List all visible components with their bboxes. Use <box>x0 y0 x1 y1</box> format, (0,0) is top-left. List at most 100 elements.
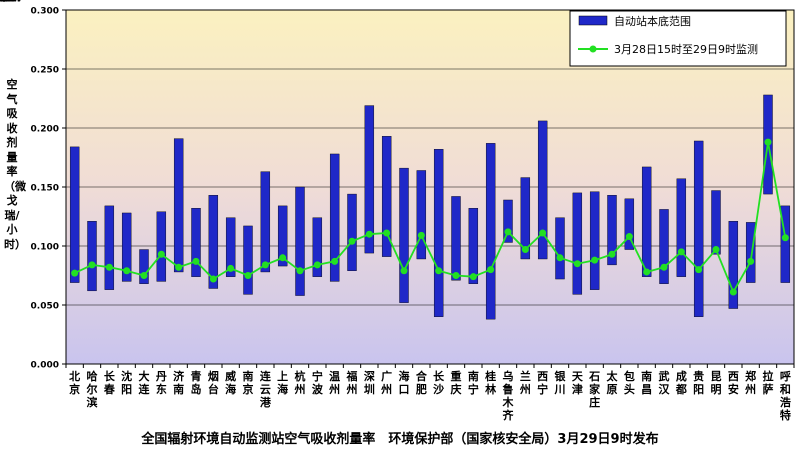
range-bar <box>416 170 427 260</box>
range-bar <box>173 138 184 273</box>
line-point <box>573 260 581 268</box>
range-bar <box>191 208 201 277</box>
range-bar <box>225 217 236 277</box>
range-bar <box>659 209 669 284</box>
y-tick-label: 0.200 <box>31 125 59 135</box>
range-bar <box>87 221 97 292</box>
line-point <box>105 263 113 271</box>
range-bar <box>243 225 253 295</box>
line-point <box>487 266 495 274</box>
line-point <box>469 273 477 281</box>
line-point <box>660 263 668 271</box>
line-point <box>539 229 547 237</box>
line-point <box>88 261 96 269</box>
line-point <box>521 246 529 254</box>
line-point <box>227 264 235 272</box>
legend-bar-swatch <box>578 15 608 26</box>
line-point <box>192 257 200 265</box>
range-bar <box>104 205 115 290</box>
range-bar <box>381 136 392 257</box>
y-axis: 0.000 0.050 0.100 0.150 0.200 0.250 0.300 <box>31 7 66 371</box>
range-bar <box>520 177 531 260</box>
line-point <box>296 267 304 275</box>
line-point <box>244 272 252 279</box>
y-axis-label: 空气吸收剂量率（微戈瑞/小时） <box>4 78 26 251</box>
chart-footer-title: 全国辐射环境自动监测站空气吸收剂量率 环境保护部（国家核安全局）3月29日9时发… <box>141 432 659 447</box>
gridlines <box>66 68 794 306</box>
y-tick-label: 0.300 <box>31 7 59 17</box>
range-bar <box>121 212 132 282</box>
legend-line-label: 3月28日15时至29日9时监测 <box>614 43 758 56</box>
range-bar <box>295 186 305 296</box>
range-bar <box>485 143 496 320</box>
line-point <box>504 228 512 236</box>
range-bar <box>260 171 271 273</box>
y-tick-label: 0.000 <box>31 361 59 371</box>
line-point <box>261 261 269 269</box>
line-point <box>452 272 460 279</box>
line-point <box>556 254 564 262</box>
range-bar <box>399 167 409 303</box>
line-point <box>764 138 772 146</box>
range-bar <box>555 217 565 280</box>
range-bar <box>139 249 149 284</box>
range-bar <box>745 222 756 283</box>
line-point <box>591 256 599 264</box>
range-bar <box>607 195 617 266</box>
range-bar <box>676 178 687 277</box>
line-point <box>729 288 737 296</box>
range-bar <box>468 208 479 284</box>
line-point <box>157 250 165 258</box>
range-bar <box>329 153 340 282</box>
range-bar <box>208 195 219 289</box>
range-bar <box>537 120 548 260</box>
range-bar <box>780 205 791 283</box>
range-bar <box>693 140 704 318</box>
line-point <box>71 269 79 277</box>
y-tick-label: 0.100 <box>31 243 59 253</box>
range-bar <box>451 196 461 281</box>
range-bar <box>589 191 600 290</box>
range-bar <box>156 211 167 282</box>
line-point <box>331 257 339 265</box>
line-point <box>279 254 287 262</box>
range-bar <box>641 166 652 277</box>
range-bar <box>728 221 739 309</box>
line-point <box>625 233 633 241</box>
line-point <box>140 272 148 279</box>
range-bar <box>503 199 513 243</box>
legend-bar-label: 自动站本底范围 <box>614 14 691 28</box>
line-point <box>383 229 391 237</box>
range-bar <box>347 193 357 271</box>
line-point <box>365 230 373 238</box>
range-bar <box>624 198 635 250</box>
line-point <box>608 250 616 258</box>
range-bar <box>364 105 375 254</box>
y-tick-label: 0.050 <box>31 302 59 312</box>
range-bar <box>69 146 80 283</box>
y-tick-label: 0.150 <box>31 184 59 194</box>
y-tick-label: 0.250 <box>31 66 59 76</box>
line-point <box>313 261 321 269</box>
line-point <box>209 275 217 283</box>
legend-line-marker <box>589 45 597 53</box>
line-point <box>435 267 443 275</box>
range-bar <box>711 190 721 255</box>
line-point <box>175 263 183 271</box>
range-bar <box>277 205 288 267</box>
line-point <box>781 234 789 242</box>
line-point <box>400 267 408 275</box>
line-point <box>695 266 703 274</box>
line-point <box>712 246 720 254</box>
range-bar <box>572 192 583 295</box>
line-point <box>123 267 131 275</box>
line-point <box>348 237 356 245</box>
range-bar <box>312 217 323 277</box>
range-bar <box>433 149 444 318</box>
line-series <box>71 138 789 296</box>
line-point <box>747 257 755 265</box>
line-point <box>643 268 651 276</box>
line-point <box>417 231 425 239</box>
